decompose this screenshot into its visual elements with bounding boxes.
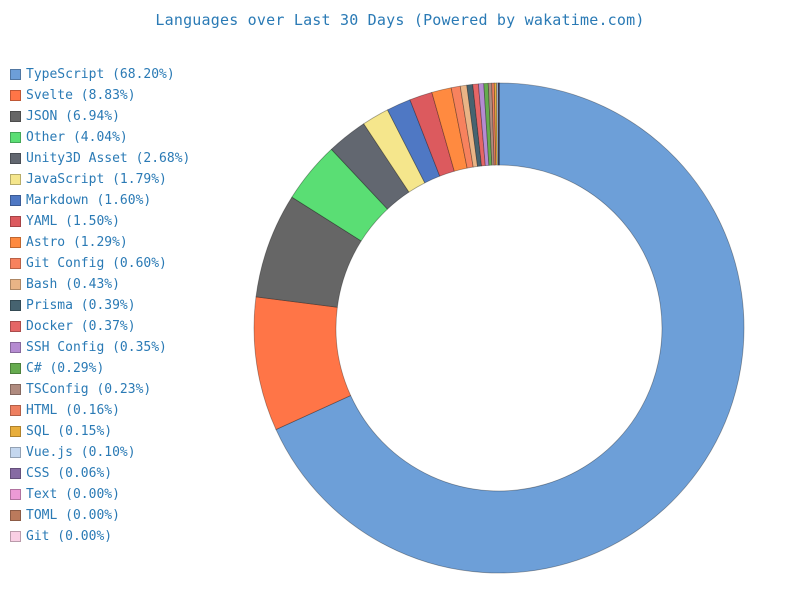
- legend-item[interactable]: JSON (6.94%): [10, 106, 190, 127]
- legend-swatch: [10, 216, 21, 227]
- legend-item[interactable]: Git (0.00%): [10, 526, 190, 547]
- chart-legend: TypeScript (68.20%) Svelte (8.83%) JSON (6…: [10, 64, 190, 547]
- legend-swatch: [10, 237, 21, 248]
- legend-label: Git (0.00%): [26, 529, 113, 544]
- legend-item[interactable]: TOML (0.00%): [10, 505, 190, 526]
- slice-unity3d-asset[interactable]: [330, 123, 410, 210]
- legend-item[interactable]: Docker (0.37%): [10, 316, 190, 337]
- legend-label: YAML (1.50%): [26, 214, 120, 229]
- legend-item[interactable]: C# (0.29%): [10, 358, 190, 379]
- legend-swatch: [10, 279, 21, 290]
- legend-item[interactable]: Svelte (8.83%): [10, 85, 190, 106]
- legend-item[interactable]: Git Config (0.60%): [10, 253, 190, 274]
- slice-c-[interactable]: [483, 82, 493, 166]
- legend-label: TOML (0.00%): [26, 508, 120, 523]
- legend-swatch: [10, 258, 21, 269]
- legend-label: Text (0.00%): [26, 487, 120, 502]
- slice-prisma[interactable]: [466, 84, 482, 167]
- legend-label: Other (4.04%): [26, 130, 128, 145]
- legend-item[interactable]: Other (4.04%): [10, 127, 190, 148]
- slice-other[interactable]: [291, 148, 388, 242]
- slice-css[interactable]: [497, 82, 500, 166]
- legend-label: Bash (0.43%): [26, 277, 120, 292]
- legend-swatch: [10, 510, 21, 521]
- legend-label: C# (0.29%): [26, 361, 105, 376]
- legend-swatch: [10, 111, 21, 122]
- slice-vue-js[interactable]: [496, 82, 499, 166]
- legend-swatch: [10, 300, 21, 311]
- legend-label: HTML (0.16%): [26, 403, 120, 418]
- legend-item[interactable]: HTML (0.16%): [10, 400, 190, 421]
- legend-swatch: [10, 174, 21, 185]
- legend-label: Astro (1.29%): [26, 235, 128, 250]
- legend-item[interactable]: TypeScript (68.20%): [10, 64, 190, 85]
- legend-label: JSON (6.94%): [26, 109, 120, 124]
- slice-tsconfig[interactable]: [487, 82, 495, 166]
- legend-item[interactable]: SQL (0.15%): [10, 421, 190, 442]
- legend-item[interactable]: Prisma (0.39%): [10, 295, 190, 316]
- legend-item[interactable]: YAML (1.50%): [10, 211, 190, 232]
- legend-label: Markdown (1.60%): [26, 193, 152, 208]
- legend-swatch: [10, 447, 21, 458]
- slice-typescript[interactable]: [275, 82, 745, 574]
- legend-item[interactable]: Vue.js (0.10%): [10, 442, 190, 463]
- legend-item[interactable]: Astro (1.29%): [10, 232, 190, 253]
- slice-html[interactable]: [491, 82, 497, 166]
- legend-label: SSH Config (0.35%): [26, 340, 167, 355]
- slice-docker[interactable]: [472, 83, 486, 167]
- legend-label: TypeScript (68.20%): [26, 67, 175, 82]
- legend-item[interactable]: SSH Config (0.35%): [10, 337, 190, 358]
- legend-item[interactable]: Bash (0.43%): [10, 274, 190, 295]
- legend-item[interactable]: Unity3D Asset (2.68%): [10, 148, 190, 169]
- legend-swatch: [10, 363, 21, 374]
- legend-item[interactable]: JavaScript (1.79%): [10, 169, 190, 190]
- slice-yaml[interactable]: [409, 91, 455, 177]
- legend-swatch: [10, 321, 21, 332]
- slice-sql[interactable]: [493, 82, 498, 166]
- slice-bash[interactable]: [459, 84, 478, 168]
- legend-swatch: [10, 195, 21, 206]
- chart-title: Languages over Last 30 Days (Powered by …: [155, 11, 645, 29]
- legend-label: Git Config (0.60%): [26, 256, 167, 271]
- legend-label: Svelte (8.83%): [26, 88, 136, 103]
- legend-label: CSS (0.06%): [26, 466, 113, 481]
- legend-item[interactable]: CSS (0.06%): [10, 463, 190, 484]
- legend-swatch: [10, 90, 21, 101]
- slice-ssh-config[interactable]: [477, 83, 490, 166]
- legend-label: TSConfig (0.23%): [26, 382, 152, 397]
- legend-label: Unity3D Asset (2.68%): [26, 151, 191, 166]
- legend-label: SQL (0.15%): [26, 424, 113, 439]
- legend-swatch: [10, 426, 21, 437]
- legend-label: Docker (0.37%): [26, 319, 136, 334]
- legend-swatch: [10, 342, 21, 353]
- legend-swatch: [10, 384, 21, 395]
- legend-label: Prisma (0.39%): [26, 298, 136, 313]
- legend-swatch: [10, 132, 21, 143]
- legend-swatch: [10, 405, 21, 416]
- legend-item[interactable]: TSConfig (0.23%): [10, 379, 190, 400]
- slice-markdown[interactable]: [387, 99, 441, 184]
- slice-json[interactable]: [255, 196, 362, 308]
- legend-swatch: [10, 69, 21, 80]
- legend-swatch: [10, 531, 21, 542]
- slice-astro[interactable]: [431, 87, 468, 172]
- slice-svelte[interactable]: [253, 296, 352, 430]
- legend-swatch: [10, 468, 21, 479]
- legend-swatch: [10, 153, 21, 164]
- legend-item[interactable]: Markdown (1.60%): [10, 190, 190, 211]
- legend-swatch: [10, 489, 21, 500]
- legend-label: JavaScript (1.79%): [26, 172, 167, 187]
- legend-label: Vue.js (0.10%): [26, 445, 136, 460]
- legend-item[interactable]: Text (0.00%): [10, 484, 190, 505]
